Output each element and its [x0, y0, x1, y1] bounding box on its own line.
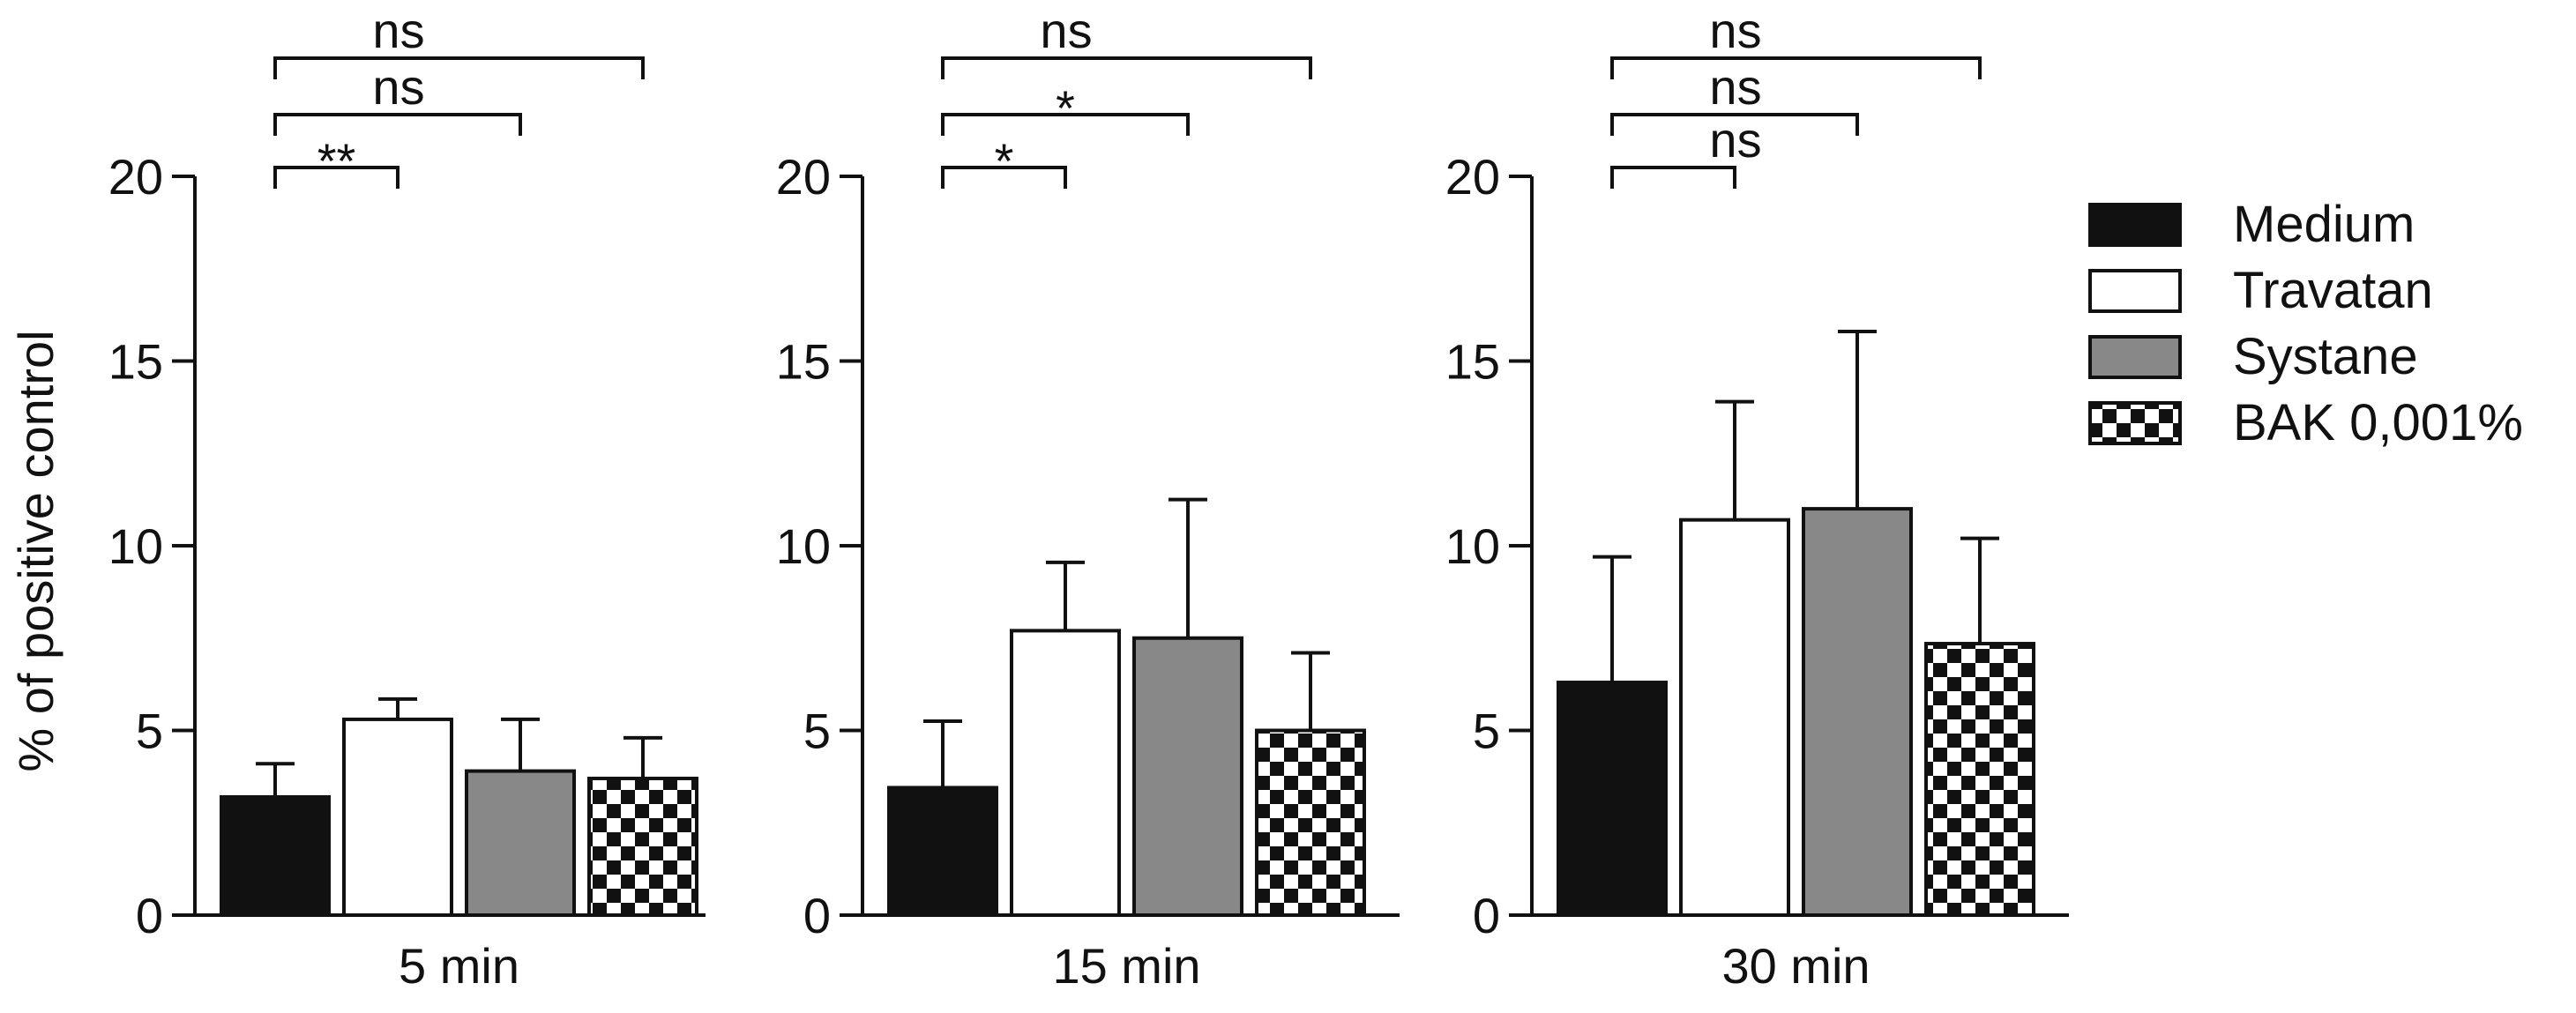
bar: [1924, 642, 2035, 917]
y-tick-label: 15: [776, 334, 831, 390]
significance-label: **: [317, 133, 356, 189]
significance-bracket: [273, 166, 399, 189]
legend-label: Medium: [2233, 196, 2415, 253]
y-tick-label: 20: [108, 149, 163, 205]
legend-swatch: [2088, 401, 2182, 445]
y-tick-label: 5: [803, 704, 831, 759]
x-axis-label: 5 min: [399, 938, 519, 994]
significance-label: ns: [1709, 3, 1761, 58]
y-tick-label: 10: [1445, 518, 1500, 574]
significance-label: ns: [372, 59, 424, 115]
bar: [1679, 518, 1790, 917]
y-tick-label: 10: [776, 518, 831, 574]
bar: [465, 769, 576, 918]
significance-bracket: [273, 56, 645, 79]
significance-bracket: [941, 166, 1067, 189]
y-tick-label: 15: [108, 334, 163, 390]
y-tick-label: 5: [136, 704, 163, 759]
bar: [587, 776, 698, 917]
significance-label: ns: [372, 3, 424, 58]
y-tick-label: 20: [1445, 149, 1500, 205]
significance-bracket: [1610, 166, 1736, 189]
legend-swatch: [2088, 203, 2182, 247]
bar: [342, 717, 453, 917]
significance-label: ns: [1709, 59, 1761, 115]
significance-bracket: [1610, 56, 1982, 79]
legend-swatch: [2088, 269, 2182, 313]
bar: [1557, 681, 1668, 918]
y-tick-label: 0: [136, 888, 163, 943]
significance-bracket: [273, 113, 522, 136]
significance-bracket: [1610, 113, 1859, 136]
significance-label: ns: [1040, 3, 1092, 58]
significance-bracket: [941, 113, 1190, 136]
y-tick-label: 10: [108, 518, 163, 574]
legend-swatch: [2088, 335, 2182, 379]
y-tick-label: 0: [1473, 888, 1500, 943]
bar: [1132, 636, 1243, 917]
y-axis-title: % of positive control: [8, 330, 63, 771]
significance-label: *: [995, 133, 1014, 189]
y-tick-label: 0: [803, 888, 831, 943]
x-axis-label: 15 min: [1052, 938, 1200, 994]
y-tick-label: 15: [1445, 334, 1500, 390]
x-axis-label: 30 min: [1721, 938, 1870, 994]
bar: [1010, 629, 1121, 917]
bar: [220, 794, 331, 917]
legend-label: BAK 0,001%: [2233, 394, 2523, 451]
legend-label: Systane: [2233, 328, 2418, 385]
significance-label: ns: [1709, 112, 1761, 168]
legend-label: Travatan: [2233, 262, 2433, 319]
significance-bracket: [941, 56, 1312, 79]
y-tick-label: 5: [1473, 704, 1500, 759]
y-tick-label: 20: [776, 149, 831, 205]
bar: [887, 786, 998, 917]
bar: [1255, 728, 1366, 917]
bar: [1802, 507, 1913, 917]
significance-label: *: [1056, 80, 1075, 136]
